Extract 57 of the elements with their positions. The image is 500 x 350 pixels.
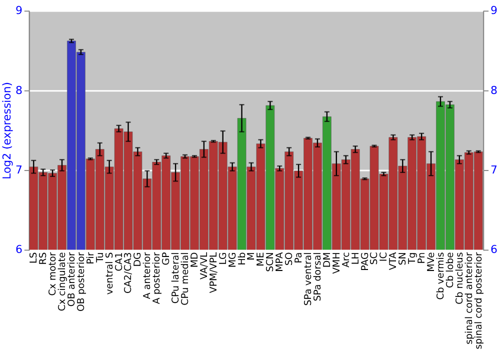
y-axis-title: Log2 (expression) [0, 82, 14, 180]
x-tick-label: Cx cingulate [56, 252, 68, 312]
y2-tick-label: 7 [490, 164, 498, 177]
y2-tick-label: 9 [490, 4, 498, 18]
x-tick-label: SCN [265, 252, 276, 272]
x-tick-label: OB anterior [66, 252, 78, 307]
x-tick-label: Tu [94, 252, 106, 264]
x-tick-label: Cb lobe [444, 252, 456, 288]
x-tick-label: Hb [236, 252, 248, 266]
x-tick-label: LG [218, 252, 229, 265]
x-tick-label: GP [161, 252, 172, 266]
x-tick-label: VPM/VPL [208, 251, 220, 294]
x-tick-label: Cx motor [48, 252, 59, 296]
x-tick-label: A posterior [152, 252, 163, 304]
x-tick-label: Cb nucleus [454, 252, 466, 304]
x-tick-label: VA/VL [198, 251, 210, 280]
x-tick-label: ventral S [104, 252, 116, 295]
x-tick-label: DG [132, 252, 144, 267]
x-tick-label: SPa ventral [303, 252, 314, 306]
y-tick-label: 7 [15, 164, 22, 177]
y2-tick-label: 8 [490, 84, 498, 97]
x-tick-label: OB posterior [76, 252, 87, 312]
x-tick-label: Pir [85, 252, 96, 264]
x-tick-label: LH [350, 252, 362, 265]
x-tick-label: Cb vermis [435, 252, 446, 300]
x-tick-label: RS [38, 252, 50, 265]
x-tick-label: CPu medial [180, 252, 191, 306]
y-tick-label: 6 [15, 243, 22, 256]
x-tick-label: Pa [294, 252, 305, 264]
x-tick-label: MPA [274, 252, 286, 272]
x-tick-label: spinal cord posterior [473, 252, 484, 350]
x-tick-label: VMH [331, 252, 342, 274]
x-tick-label: A anterior [142, 252, 154, 300]
x-tick-label: Tg [407, 252, 418, 265]
y-tick-label: 8 [15, 84, 22, 97]
x-tick-label: MD [189, 252, 200, 268]
x-tick-label: CA1 [114, 252, 125, 272]
x-tick-label: CPu lateral [170, 252, 182, 304]
x-tick-label: SO [284, 252, 296, 266]
x-tick-label: MVe [426, 252, 438, 272]
x-tick-label: PAG [360, 252, 371, 271]
x-tick-label: DM [322, 252, 333, 268]
x-tick-label: SPa dorsal [312, 252, 324, 302]
x-tick-label: M [246, 252, 258, 260]
x-tick-label: SN [398, 252, 409, 266]
y2-tick-label: 6 [490, 243, 498, 256]
x-tick-label: SC [369, 252, 380, 265]
x-tick-label: VTA [388, 252, 400, 270]
x-tick-label: MG [227, 252, 238, 268]
x-tick-label: IC [378, 252, 390, 262]
y-tick-label: 9 [15, 4, 22, 18]
x-tick-label: spinal cord anterior [464, 252, 475, 344]
x-tick-label: CA2/CA3 [123, 252, 134, 294]
x-tick-label: ME [256, 252, 267, 266]
x-tick-label: Pn [416, 252, 428, 264]
x-tick-label: LS [28, 252, 40, 264]
x-tick-label: Arc [340, 252, 352, 268]
